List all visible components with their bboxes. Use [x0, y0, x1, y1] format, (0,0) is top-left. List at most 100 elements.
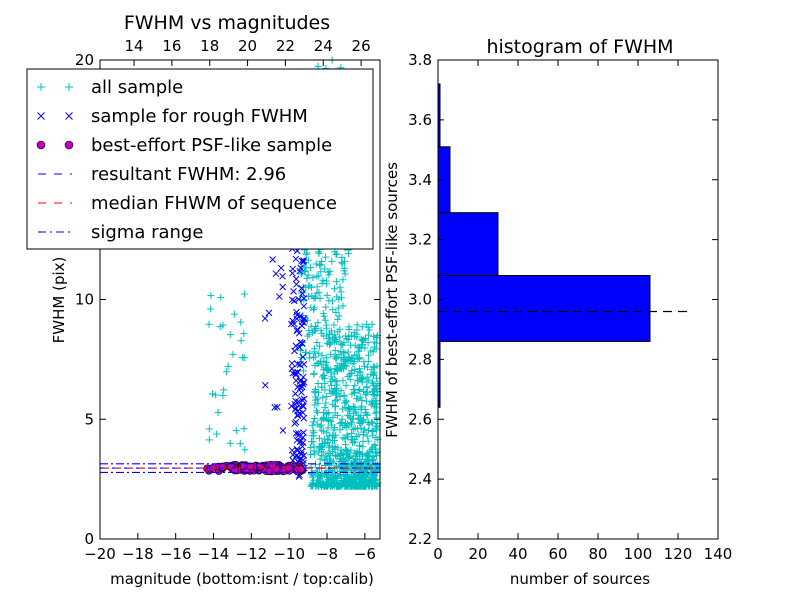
histogram-x-tick-label: 0	[433, 545, 443, 563]
scatter-point-all-sample	[338, 463, 346, 471]
scatter-point-all-sample	[339, 276, 347, 284]
scatter-point-all-sample	[327, 350, 335, 358]
scatter-point-all-sample	[241, 446, 249, 454]
scatter-point-rough-fwhm	[288, 402, 295, 410]
scatter-point-all-sample	[305, 354, 313, 362]
scatter-point-all-sample	[354, 355, 362, 363]
scatter-point-all-sample	[220, 386, 228, 394]
scatter-point-rough-fwhm	[277, 264, 285, 272]
scatter-point-all-sample	[336, 283, 344, 291]
scatter-point-all-sample	[326, 442, 334, 450]
histogram-x-tick-label: 80	[588, 545, 607, 563]
scatter-point-all-sample	[371, 449, 379, 457]
scatter-point-all-sample	[308, 432, 316, 440]
scatter-point-all-sample	[316, 295, 324, 303]
histogram-bar	[437, 275, 651, 342]
scatter-point-all-sample	[335, 295, 343, 303]
scatter-point-all-sample	[360, 458, 368, 466]
scatter-point-all-sample	[328, 257, 336, 265]
scatter-point-rough-fwhm	[295, 402, 303, 410]
scatter-point-all-sample	[353, 333, 361, 341]
scatter-point-all-sample	[318, 351, 326, 359]
scatter-point-all-sample	[355, 367, 363, 375]
scatter-point-all-sample	[319, 309, 327, 317]
legend-label: all sample	[91, 77, 183, 98]
scatter-point-all-sample	[213, 430, 221, 438]
scatter-point-all-sample	[337, 387, 345, 395]
top-tick-label: 22	[276, 37, 295, 55]
chart-title: FWHM vs magnitudes	[124, 12, 330, 34]
scatter-point-all-sample	[330, 426, 338, 434]
scatter-point-all-sample	[326, 267, 334, 275]
scatter-point-all-sample	[323, 392, 331, 400]
scatter-point-all-sample	[299, 367, 307, 375]
scatter-point-rough-fwhm	[298, 257, 306, 265]
scatter-point-all-sample	[319, 477, 327, 485]
scatter-point-rough-fwhm	[261, 381, 269, 389]
scatter-point-all-sample	[351, 341, 359, 349]
scatter-point-all-sample	[323, 472, 331, 480]
scatter-point-rough-fwhm	[298, 396, 306, 404]
scatter-point-rough-fwhm	[296, 267, 304, 275]
scatter-point-psf-like	[268, 461, 277, 469]
scatter-point-psf-like	[218, 463, 227, 471]
scatter-point-rough-fwhm	[261, 315, 269, 322]
scatter-point-all-sample	[328, 327, 336, 335]
scatter-point-all-sample	[356, 385, 364, 393]
scatter-point-all-sample	[329, 448, 337, 456]
scatter-point-all-sample	[372, 481, 380, 489]
x-tick-label: −8	[316, 545, 338, 563]
scatter-point-rough-fwhm	[299, 443, 306, 450]
scatter-point-rough-fwhm	[279, 283, 287, 291]
scatter-point-all-sample	[348, 429, 356, 437]
scatter-point-all-sample	[373, 426, 381, 434]
scatter-point-all-sample	[322, 303, 330, 311]
scatter-point-all-sample	[345, 353, 353, 361]
histogram-y-tick-label: 3.6	[408, 111, 432, 129]
scatter-point-all-sample	[214, 408, 222, 416]
scatter-point-all-sample	[320, 409, 328, 417]
scatter-point-all-sample	[357, 424, 365, 432]
scatter-point-all-sample	[226, 331, 234, 339]
scatter-point-all-sample	[332, 431, 340, 439]
scatter-point-all-sample	[345, 453, 353, 461]
scatter-point-all-sample	[342, 423, 350, 431]
scatter-point-rough-fwhm	[299, 290, 306, 297]
scatter-point-all-sample	[361, 425, 369, 433]
scatter-point-all-sample	[365, 453, 373, 461]
scatter-point-all-sample	[321, 265, 329, 273]
scatter-point-all-sample	[340, 392, 348, 400]
scatter-point-all-sample	[322, 399, 330, 407]
scatter-point-all-sample	[350, 459, 358, 467]
scatter-point-all-sample	[237, 318, 245, 326]
scatter-point-all-sample	[313, 338, 321, 346]
scatter-point-all-sample	[313, 395, 321, 403]
scatter-point-all-sample	[343, 335, 351, 343]
scatter-point-rough-fwhm	[292, 390, 299, 398]
scatter-point-all-sample	[223, 368, 231, 376]
scatter-point-rough-fwhm	[292, 255, 300, 263]
scatter-point-all-sample	[364, 427, 372, 435]
scatter-point-all-sample	[348, 367, 356, 375]
scatter-point-all-sample	[353, 395, 361, 403]
histogram-y-tick-label: 3.8	[408, 51, 432, 69]
top-tick-label: 24	[314, 37, 333, 55]
scatter-point-all-sample	[351, 403, 359, 411]
scatter-point-all-sample	[349, 425, 357, 433]
scatter-point-all-sample	[371, 409, 379, 417]
scatter-point-all-sample	[304, 282, 312, 290]
scatter-point-all-sample	[363, 384, 371, 392]
scatter-point-all-sample	[318, 470, 326, 478]
scatter-point-all-sample	[314, 319, 322, 327]
scatter-point-all-sample	[364, 418, 372, 426]
scatter-point-all-sample	[308, 283, 316, 291]
scatter-point-all-sample	[357, 406, 365, 414]
x-tick-label: −16	[160, 545, 192, 563]
scatter-point-rough-fwhm	[288, 359, 296, 367]
bottom-axis: −20 −18 −16 −14 −12 −10 −8 −6	[84, 533, 376, 563]
scatter-point-all-sample	[370, 338, 378, 346]
scatter-point-all-sample	[344, 373, 352, 381]
scatter-point-rough-fwhm	[279, 272, 286, 280]
x-tick-label: −18	[122, 545, 154, 563]
scatter-point-all-sample	[373, 414, 381, 422]
